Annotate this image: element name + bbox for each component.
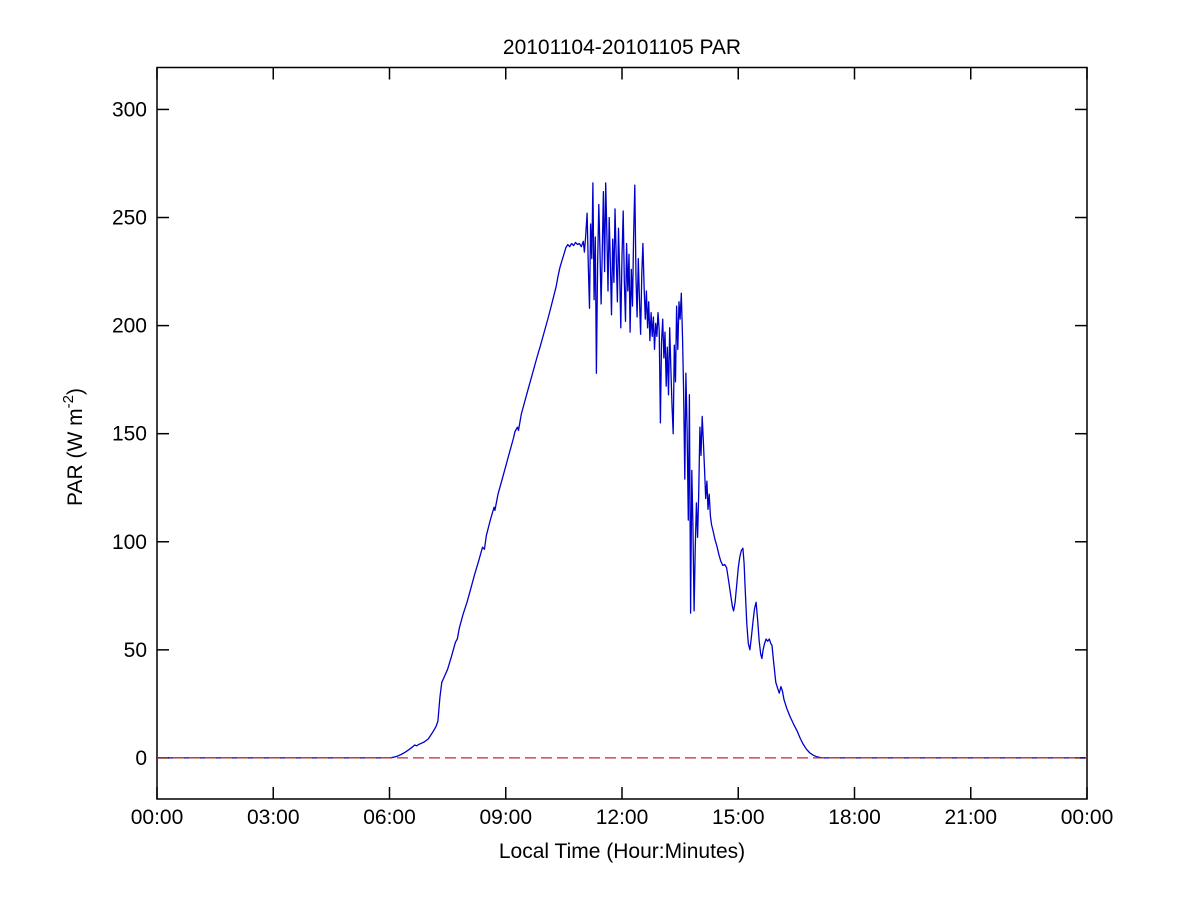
y-axis-label-suffix: ) [64, 388, 87, 395]
y-tick-label: 250 [112, 207, 147, 230]
x-tick-label: 06:00 [363, 806, 416, 829]
x-tick-label: 09:00 [479, 806, 532, 829]
y-tick-label: 200 [112, 315, 147, 338]
x-axis-label: Local Time (Hour:Minutes) [499, 840, 745, 863]
x-tick-label: 18:00 [828, 806, 881, 829]
y-tick-label: 100 [112, 531, 147, 554]
plot-box [156, 66, 1088, 800]
y-tick-label: 50 [124, 639, 147, 662]
y-axis-label: PAR (W m-2) [60, 388, 87, 506]
x-tick-label: 00:00 [131, 806, 184, 829]
x-tick-label: 21:00 [944, 806, 997, 829]
y-axis-label-prefix: PAR (W m [64, 408, 87, 506]
y-tick-label: 0 [135, 747, 147, 770]
y-axis-label-superscript: -2 [60, 395, 77, 408]
y-tick-label: 300 [112, 98, 147, 121]
chart-title: 20101104-20101105 PAR [503, 36, 741, 59]
x-tick-label: 12:00 [596, 806, 649, 829]
x-tick-label: 00:00 [1061, 806, 1114, 829]
chart-layer: 00:00 03:00 06:00 09:00 12:00 15:00 18:00 21:00… [112, 66, 1114, 829]
x-tick-label: 03:00 [247, 806, 300, 829]
x-tick-label: 15:00 [712, 806, 765, 829]
par-measured-line [157, 182, 1087, 759]
y-tick-label: 150 [112, 423, 147, 446]
